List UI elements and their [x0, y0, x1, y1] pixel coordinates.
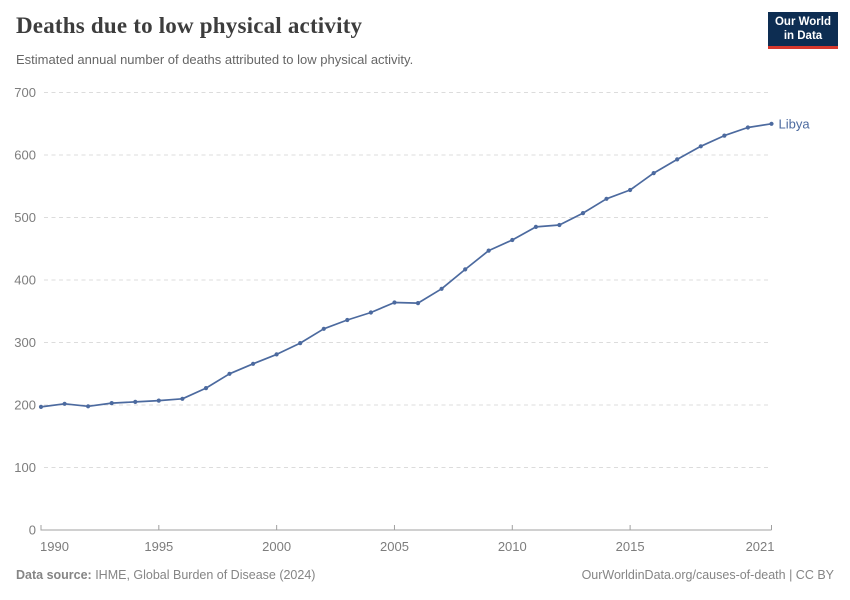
series-line [40, 122, 773, 408]
series-label-libya: Libya [779, 116, 811, 131]
data-source-label: Data source: [16, 568, 92, 582]
y-tick-label: 200 [14, 398, 36, 413]
data-point [769, 121, 774, 126]
owid-logo-line2: in Data [783, 30, 823, 42]
data-point [345, 317, 350, 323]
y-tick-label: 700 [14, 85, 36, 100]
x-tick-label: 1995 [144, 539, 173, 554]
owid-logo[interactable]: Our World in Data [768, 12, 838, 49]
data-point [463, 267, 468, 272]
data-source-note: Data source: IHME, Global Burden of Dise… [16, 568, 315, 582]
data-point [392, 300, 397, 305]
data-point [156, 398, 161, 403]
y-tick-label: 0 [29, 523, 36, 538]
data-point [722, 133, 727, 138]
chart-subtitle: Estimated annual number of deaths attrib… [16, 52, 414, 67]
data-point [486, 248, 491, 253]
footer-credit-link[interactable]: OurWorldinData.org/causes-of-death | CC … [581, 568, 834, 582]
owid-logo-line1: Our World [774, 16, 831, 28]
data-point [604, 196, 609, 201]
y-tick-label: 500 [14, 210, 36, 225]
data-point [675, 157, 680, 162]
x-tick-label: 2010 [498, 539, 527, 554]
data-point [62, 401, 67, 406]
x-tick-label: 2021 [746, 539, 775, 554]
data-point [251, 361, 256, 366]
data-point [557, 222, 562, 228]
x-tick-label: 2000 [262, 539, 291, 554]
data-point [510, 237, 515, 243]
x-tick-label: 2005 [380, 539, 409, 554]
data-point [274, 352, 279, 357]
y-tick-label: 300 [14, 335, 36, 350]
data-point [109, 401, 114, 406]
page-title: Deaths due to low physical activity [16, 13, 363, 38]
data-point [86, 404, 91, 409]
data-point [321, 326, 326, 331]
y-tick-label: 400 [14, 273, 36, 288]
data-point [180, 396, 185, 401]
data-point [651, 171, 656, 176]
data-point [698, 144, 703, 149]
data-point [368, 310, 373, 315]
data-point [628, 187, 633, 193]
x-tick-label: 1990 [40, 539, 69, 554]
data-point [227, 371, 232, 376]
data-point [298, 341, 303, 346]
data-point [203, 386, 209, 391]
y-tick-label: 600 [14, 148, 36, 163]
y-tick-label: 100 [14, 460, 36, 475]
data-point [439, 286, 444, 291]
data-source-text: IHME, Global Burden of Disease (2024) [91, 568, 316, 582]
x-tick-label: 2015 [616, 539, 645, 554]
data-point [38, 404, 44, 409]
data-point [415, 301, 421, 306]
data-point [533, 224, 539, 229]
data-point [133, 399, 138, 404]
data-point [580, 211, 586, 216]
chart-footer: Data source: IHME, Global Burden of Dise… [16, 568, 834, 582]
data-point [745, 125, 751, 130]
